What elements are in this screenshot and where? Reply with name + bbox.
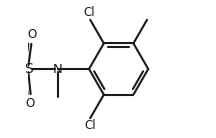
Text: O: O [25, 97, 35, 110]
Text: Cl: Cl [84, 119, 96, 132]
Text: N: N [53, 63, 63, 75]
Text: O: O [27, 28, 37, 41]
Text: Cl: Cl [84, 6, 95, 19]
Text: S: S [24, 62, 33, 76]
